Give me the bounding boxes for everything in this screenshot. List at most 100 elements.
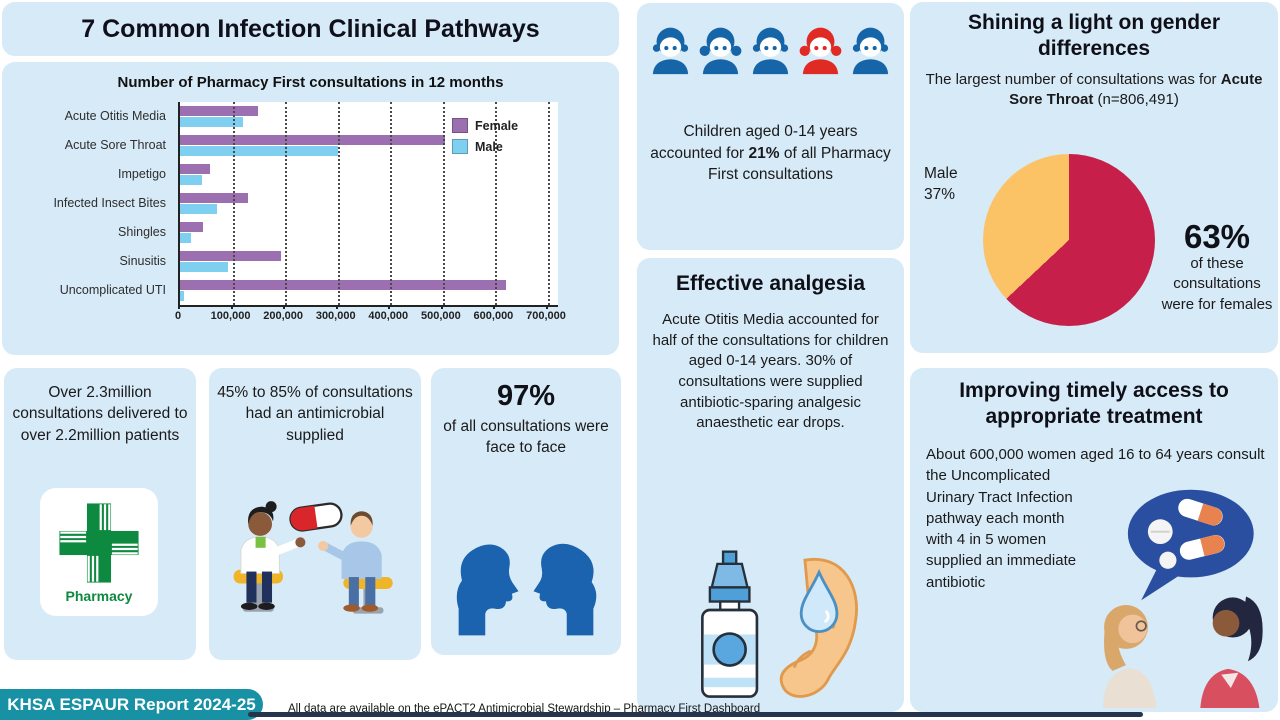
bar-female-acute-otitis-media <box>180 106 258 116</box>
gender-title: Shining a light on gender differences <box>968 11 1220 61</box>
antimicrobial-stat-text: 45% to 85% of consultations had an antim… <box>217 384 413 444</box>
bar-male-acute-sore-throat <box>180 146 338 156</box>
bar-category-label: Shingles <box>118 225 166 239</box>
pie-male-label: Male 37% <box>924 164 994 206</box>
male-pct: 37% <box>924 185 956 203</box>
bar-row <box>180 247 558 276</box>
pie-female-caption: of these consultations were for females <box>1161 255 1273 313</box>
access-body: About 600,000 women aged 16 to 64 years … <box>926 444 1270 708</box>
x-tick-label: 700,000 <box>526 310 566 322</box>
legend-item-female: Female <box>452 118 518 133</box>
gridline <box>337 102 340 305</box>
access-body-text: About 600,000 women aged 16 to 64 years … <box>926 446 1265 591</box>
woman-right-face <box>1212 609 1240 637</box>
ear-drops-illustration <box>701 550 858 698</box>
child-boy-icon <box>652 27 689 75</box>
gender-sub-before: The largest number of consultations was … <box>925 71 1221 88</box>
child-boy-icon <box>852 27 889 75</box>
x-tick-mark <box>388 305 391 309</box>
x-tick-label: 300,000 <box>315 310 356 322</box>
gender-pie-chart <box>983 154 1155 326</box>
bar-female-uncomplicated-uti <box>180 280 506 290</box>
speech-bubble <box>1127 489 1254 578</box>
pharmacist-head <box>248 512 273 536</box>
pharmacy-cross-icon <box>59 503 139 583</box>
bottom-strip <box>248 712 1143 717</box>
bar-male-acute-otitis-media <box>180 117 244 127</box>
x-tick-label: 600,000 <box>473 310 514 322</box>
analgesia-body: Acute Otitis Media accounted for half of… <box>652 311 889 432</box>
bar-category-label: Acute Otitis Media <box>64 109 166 123</box>
legend-label: Female <box>475 118 519 133</box>
bottle-tip <box>721 550 738 566</box>
bar-female-impetigo <box>180 164 210 174</box>
bar-male-infected-insect-bites <box>180 204 217 214</box>
child-boy-icon <box>752 27 789 75</box>
bar-chart-panel: Number of Pharmacy First consultations i… <box>2 62 619 355</box>
capsule-icon <box>289 502 343 532</box>
child-girl-icon <box>699 27 742 75</box>
children-stat-panel: Children aged 0-14 years accounted for 2… <box>637 3 904 250</box>
legend-label: Male <box>475 139 503 154</box>
gridline <box>548 102 550 305</box>
bar-male-sinusitis <box>180 262 228 272</box>
x-tick-mark <box>335 305 338 309</box>
bar-female-acute-sore-throat <box>180 135 446 145</box>
bar-category-label: Sinusitis <box>119 254 166 268</box>
chart-title: Number of Pharmacy First consultations i… <box>117 74 504 91</box>
woman-left-body <box>1103 667 1157 708</box>
page-title: 7 Common Infection Clinical Pathways <box>81 14 540 43</box>
gridline <box>495 102 498 305</box>
x-tick-mark <box>230 305 233 309</box>
x-tick-mark <box>546 305 548 309</box>
bar-category-labels: Acute Otitis Media Acute Sore Throat Impet… <box>16 102 172 305</box>
x-tick-label: 200,000 <box>263 310 304 322</box>
child-girl-icon-highlight <box>799 27 842 75</box>
gender-panel: Shining a light on gender differences Th… <box>910 2 1278 353</box>
gender-sub-after: (n=806,491) <box>1093 91 1179 109</box>
analgesia-panel: Effective analgesia Acute Otitis Media a… <box>637 258 904 712</box>
consultation-illustration <box>233 501 393 614</box>
legend-swatch <box>452 118 468 133</box>
x-tick-mark <box>283 305 286 309</box>
bar-female-shingles <box>180 222 203 232</box>
chart-legend: Female Male <box>452 118 518 160</box>
bar-row <box>180 102 558 131</box>
children-stat-text: Children aged 0-14 years accounted for 2… <box>649 121 892 186</box>
woman-right-body <box>1200 668 1260 708</box>
x-tick-mark <box>178 305 180 309</box>
bar-category-label: Impetigo <box>118 167 166 181</box>
face-to-face-text: of all consultations were face to face <box>443 418 609 457</box>
face-to-face-pct: 97% <box>496 380 556 412</box>
children-text-bold: 21% <box>748 144 780 162</box>
bar-category-label: Acute Sore Throat <box>64 138 166 152</box>
access-title: Improving timely access to appropriate t… <box>959 379 1229 429</box>
bar-row <box>180 189 558 218</box>
bar-row <box>180 160 558 189</box>
bar-category-label: Infected Insect Bites <box>53 196 166 210</box>
consultations-stat-text: Over 2.3million consultations delivered … <box>12 384 188 444</box>
x-tick-mark <box>440 305 443 309</box>
bar-male-shingles <box>180 233 192 243</box>
pharmacy-label: Pharmacy <box>65 588 133 604</box>
bar-male-impetigo <box>180 175 202 185</box>
x-axis-ticks: 0 100,000 200,000 300,000 400,000 500,000 600,… <box>174 305 566 326</box>
antimicrobial-stat-panel: 45% to 85% of consultations had an antim… <box>209 368 421 660</box>
women-talking-pills-illustration <box>1103 489 1263 708</box>
face-silhouettes-icon <box>456 543 597 636</box>
bar-plot-area: Female Male <box>178 102 558 307</box>
gridline <box>285 102 288 305</box>
bar-female-sinusitis <box>180 251 281 261</box>
main-title-panel: 7 Common Infection Clinical Pathways <box>2 2 619 56</box>
children-text-before: Children aged 0-14 years accounted for <box>650 123 858 162</box>
children-icons-row <box>637 23 904 75</box>
woman-left-face <box>1118 614 1147 644</box>
x-tick-label: 0 <box>174 310 182 322</box>
patient-head <box>350 515 373 538</box>
gender-sub-bold: Acute Sore Throat <box>1009 71 1263 109</box>
legend-item-male: Male <box>452 139 518 154</box>
gridline <box>232 102 235 305</box>
text-wrap-spacer <box>1269 444 1270 484</box>
bar-male-uncomplicated-uti <box>180 291 185 301</box>
